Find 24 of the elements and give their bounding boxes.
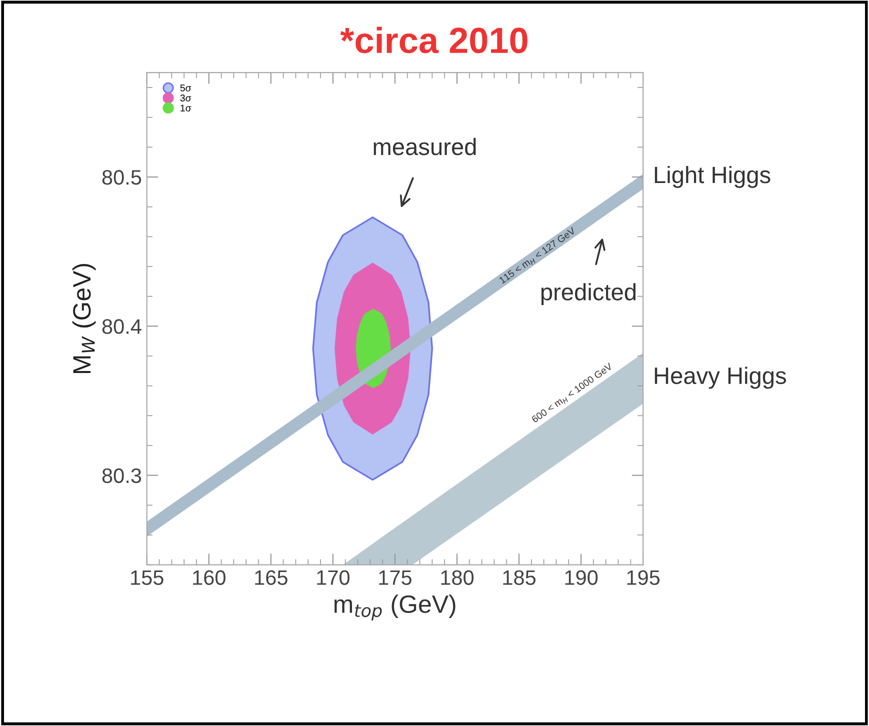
y-tick-label: 80.5 bbox=[102, 170, 142, 185]
y-tick-label: 80.3 bbox=[102, 468, 142, 484]
text: Light Higgs bbox=[654, 166, 770, 188]
x-axis-title: m$_{top}$ (GeV) bbox=[334, 594, 456, 621]
text: Heavy Higgs bbox=[654, 366, 786, 389]
x-tick-label: 190 bbox=[565, 570, 598, 585]
x-tick-label: 180 bbox=[441, 570, 474, 585]
legend-label: 1σ bbox=[180, 104, 192, 112]
y-tick-label: 80.4 bbox=[102, 319, 142, 334]
x-tick-label: 160 bbox=[193, 570, 226, 585]
x-tick-label: 175 bbox=[379, 570, 412, 585]
annotation: predicted bbox=[541, 283, 636, 306]
chart-title: *circa 2010 bbox=[340, 26, 528, 54]
annotation: 600 < m$_{H}$ < 1000 GeV bbox=[531, 362, 614, 424]
annotation: measured bbox=[374, 138, 476, 156]
y-axis-title: M$_{W}$ (GeV) bbox=[72, 264, 96, 374]
legend-label: 3σ bbox=[180, 94, 192, 102]
x-tick-label: 195 bbox=[627, 570, 660, 585]
x-tick-label: 170 bbox=[317, 570, 350, 585]
x-tick-label: 155 bbox=[131, 570, 164, 585]
legend-label: 5σ bbox=[180, 84, 192, 92]
x-tick-label: 185 bbox=[503, 570, 536, 585]
x-tick-label: 165 bbox=[255, 570, 288, 585]
annotation: 115 < m$_{H}$ < 127 GeV bbox=[498, 226, 577, 286]
